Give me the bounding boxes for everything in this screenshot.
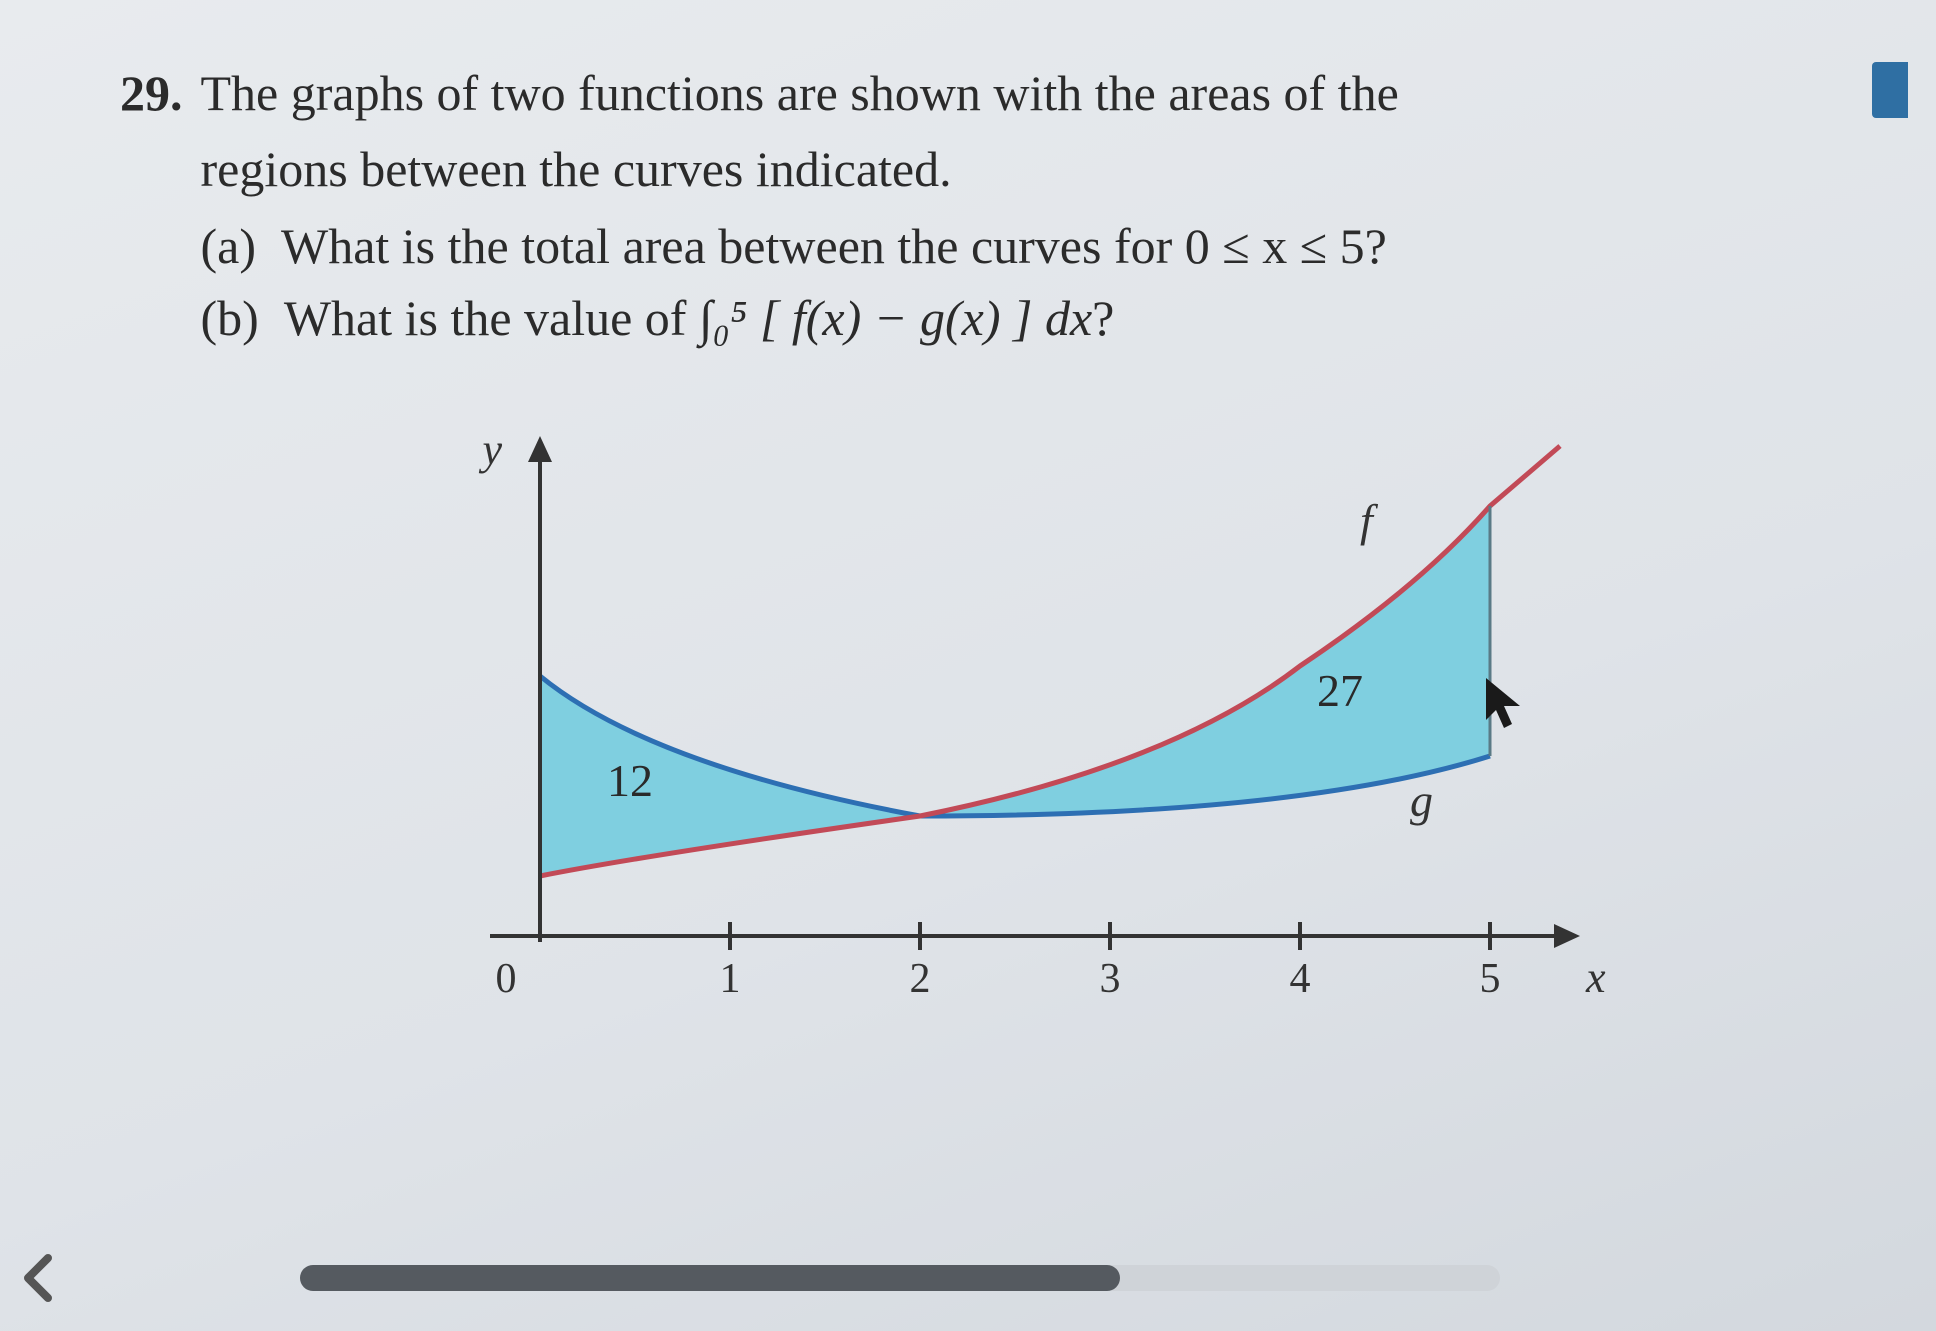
part-b-integral: ∫₀⁵ [ f(x) − g(x) ] dx	[699, 290, 1092, 346]
part-b-prefix: What is the value of	[284, 290, 699, 346]
problem-number: 29.	[120, 60, 183, 128]
region-right	[920, 506, 1490, 816]
part-a: (a) What is the total area between the c…	[201, 213, 1857, 281]
problem-stem: The graphs of two functions are shown wi…	[201, 60, 1857, 356]
f-label: f	[1360, 495, 1379, 546]
part-b: (b) What is the value of ∫₀⁵ [ f(x) − g(…	[201, 285, 1857, 353]
region-left-value: 12	[607, 755, 653, 806]
horizontal-scrollbar[interactable]	[300, 1265, 1500, 1291]
part-a-text: What is the total area between the curve…	[281, 218, 1387, 274]
g-label: g	[1410, 775, 1433, 826]
x-axis-label: x	[1585, 953, 1606, 1002]
x-tick-label: 2	[910, 956, 931, 1002]
stem-line-2: regions between the curves indicated.	[201, 136, 1857, 204]
x-tick-label: 5	[1480, 956, 1501, 1002]
y-axis-label: y	[478, 425, 502, 474]
x-axis-arrow-icon	[1554, 924, 1580, 948]
region-right-value: 27	[1317, 665, 1363, 716]
x-tick-label: 4	[1290, 956, 1311, 1002]
part-b-label: (b)	[201, 290, 259, 346]
cursor-icon	[1480, 676, 1526, 736]
back-chevron-icon[interactable]	[18, 1253, 58, 1303]
subparts: (a) What is the total area between the c…	[201, 213, 1857, 352]
part-a-label: (a)	[201, 218, 257, 274]
x-tick-label: 1	[720, 956, 741, 1002]
part-b-suffix: ?	[1092, 290, 1114, 346]
chart-svg: 123450yx1227fg	[420, 416, 1620, 1036]
stem-line-1: The graphs of two functions are shown wi…	[201, 60, 1857, 128]
problem-block: 29. The graphs of two functions are show…	[120, 60, 1856, 356]
side-tab-icon	[1872, 62, 1908, 118]
scrollbar-thumb[interactable]	[300, 1265, 1120, 1291]
x-tick-label: 3	[1100, 956, 1121, 1002]
origin-label: 0	[496, 956, 517, 1002]
page-root: 29. The graphs of two functions are show…	[0, 0, 1936, 1331]
chart: 123450yx1227fg	[420, 416, 1620, 1036]
y-axis-arrow-icon	[528, 436, 552, 462]
